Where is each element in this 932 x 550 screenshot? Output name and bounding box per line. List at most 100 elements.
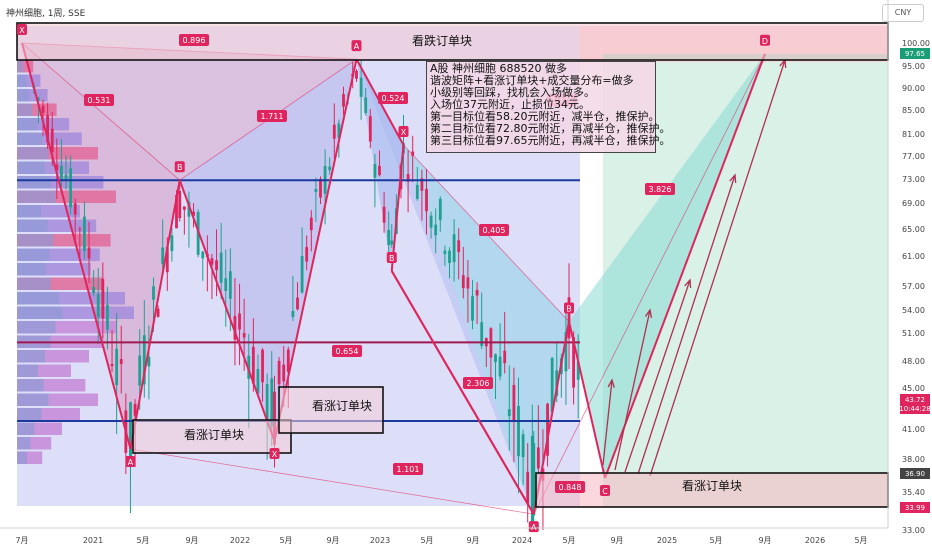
ratio-tag-bg bbox=[378, 92, 408, 104]
candle-body bbox=[110, 364, 114, 366]
volume-profile-bar bbox=[17, 248, 50, 261]
pattern-leg bbox=[390, 144, 405, 272]
volume-profile-bar bbox=[17, 161, 45, 174]
price-tag-bg bbox=[900, 468, 930, 479]
candle-body bbox=[46, 115, 50, 143]
y-tick-label: 61.00 bbox=[902, 252, 925, 261]
pattern-leg bbox=[390, 270, 535, 515]
volume-profile-bar bbox=[17, 60, 24, 73]
candle-body bbox=[60, 165, 63, 181]
y-tick-label: 81.00 bbox=[902, 130, 925, 139]
candle-body bbox=[355, 70, 358, 79]
order-block-label: 看涨订单块 bbox=[682, 478, 742, 493]
candle-body bbox=[215, 260, 218, 271]
projection-arrow bbox=[602, 379, 613, 466]
projection-arrow bbox=[624, 279, 691, 473]
order-block-label: 看涨订单块 bbox=[312, 398, 372, 413]
ratio-tag: 0.531 bbox=[88, 96, 111, 105]
candle-body bbox=[92, 287, 96, 293]
candle-body bbox=[41, 105, 45, 113]
point-label-bg bbox=[17, 24, 27, 35]
y-tick-label: 77.00 bbox=[902, 152, 925, 161]
candle-body bbox=[233, 316, 237, 340]
pattern-leg bbox=[21, 42, 132, 450]
y-tick-label: 100.00 bbox=[902, 39, 930, 48]
x-tick-label: 9月 bbox=[758, 536, 771, 545]
y-tick-label: 73.00 bbox=[902, 175, 925, 184]
candle-body bbox=[147, 356, 151, 367]
candle-body bbox=[101, 278, 105, 319]
candle-body bbox=[187, 201, 191, 217]
candle-body bbox=[359, 77, 363, 97]
candle-body bbox=[452, 234, 456, 263]
candle-body bbox=[550, 357, 554, 412]
candle-body bbox=[133, 403, 137, 416]
candle-body bbox=[309, 217, 313, 231]
x-tick-label: 7月 bbox=[15, 536, 28, 545]
candle-body bbox=[201, 251, 205, 259]
x-tick-label: 2026 bbox=[805, 536, 825, 545]
ratio-tag: 2.306 bbox=[467, 379, 490, 388]
pattern-triangle bbox=[22, 43, 357, 181]
ratio-tag: 3.826 bbox=[649, 185, 672, 194]
y-tick-label: 41.00 bbox=[902, 425, 925, 434]
note-line: 第二目标位看72.80元附近，再减半仓，推保护。 bbox=[430, 122, 671, 135]
point-label: X bbox=[19, 26, 25, 35]
point-label-bg bbox=[269, 448, 280, 459]
candle-body bbox=[434, 224, 438, 236]
volume-profile-bar bbox=[17, 451, 27, 464]
ratio-tag: 0.405 bbox=[483, 226, 506, 235]
y-tick-label: 69.00 bbox=[902, 199, 925, 208]
volume-profile-bar bbox=[17, 147, 49, 160]
ratio-line bbox=[533, 53, 766, 515]
candle-body bbox=[219, 252, 223, 283]
candle-body bbox=[78, 228, 82, 230]
point-label: X bbox=[401, 128, 407, 137]
candle-body bbox=[382, 206, 386, 223]
candle-body bbox=[328, 166, 332, 171]
volume-profile-bar bbox=[17, 379, 44, 392]
candle-body bbox=[165, 246, 169, 273]
price-tag: 43.72 bbox=[905, 396, 925, 404]
candle-body bbox=[273, 391, 276, 445]
point-label-bg bbox=[125, 456, 136, 467]
candle-body bbox=[471, 296, 474, 321]
x-tick-label: 9月 bbox=[466, 536, 479, 545]
volume-profile-bar bbox=[17, 263, 46, 276]
candle-body bbox=[494, 354, 497, 363]
point-label-bg bbox=[528, 521, 539, 533]
pattern-leg bbox=[356, 58, 404, 146]
candle-body bbox=[536, 447, 540, 469]
candle-body bbox=[161, 247, 165, 265]
currency-selector[interactable]: CNY bbox=[882, 4, 924, 22]
x-tick-label: 9月 bbox=[610, 536, 623, 545]
volume-profile-bar bbox=[17, 103, 33, 116]
point-label: X bbox=[272, 450, 278, 459]
candle-body bbox=[37, 98, 40, 101]
candle-body bbox=[175, 194, 178, 229]
candle-body bbox=[210, 258, 214, 265]
candle-body bbox=[182, 206, 186, 210]
candle-body bbox=[387, 229, 391, 246]
candle-body bbox=[152, 286, 155, 300]
point-label-bg bbox=[174, 161, 185, 173]
point-label-bg bbox=[398, 126, 409, 137]
pattern-triangle bbox=[179, 59, 357, 441]
candle-body bbox=[526, 471, 530, 504]
volume-profile-bar bbox=[17, 219, 48, 232]
pattern-leg bbox=[568, 321, 606, 479]
ratio-tag-bg bbox=[393, 463, 423, 475]
candle-body bbox=[178, 191, 182, 219]
volume-profile-bar bbox=[17, 364, 38, 377]
point-label: B bbox=[566, 305, 572, 314]
projection-arrow bbox=[614, 309, 651, 471]
ratio-tag-bg bbox=[463, 377, 493, 389]
volume-profile-bar bbox=[17, 234, 54, 247]
volume-profile-bar bbox=[17, 292, 59, 305]
candle-body bbox=[390, 240, 394, 245]
note-line: 小级别等回踩，找机会入场做多。 bbox=[430, 86, 595, 99]
candle-body bbox=[238, 313, 241, 330]
candle-body bbox=[286, 349, 290, 372]
candle-body bbox=[296, 297, 299, 310]
candle-body bbox=[87, 247, 91, 259]
